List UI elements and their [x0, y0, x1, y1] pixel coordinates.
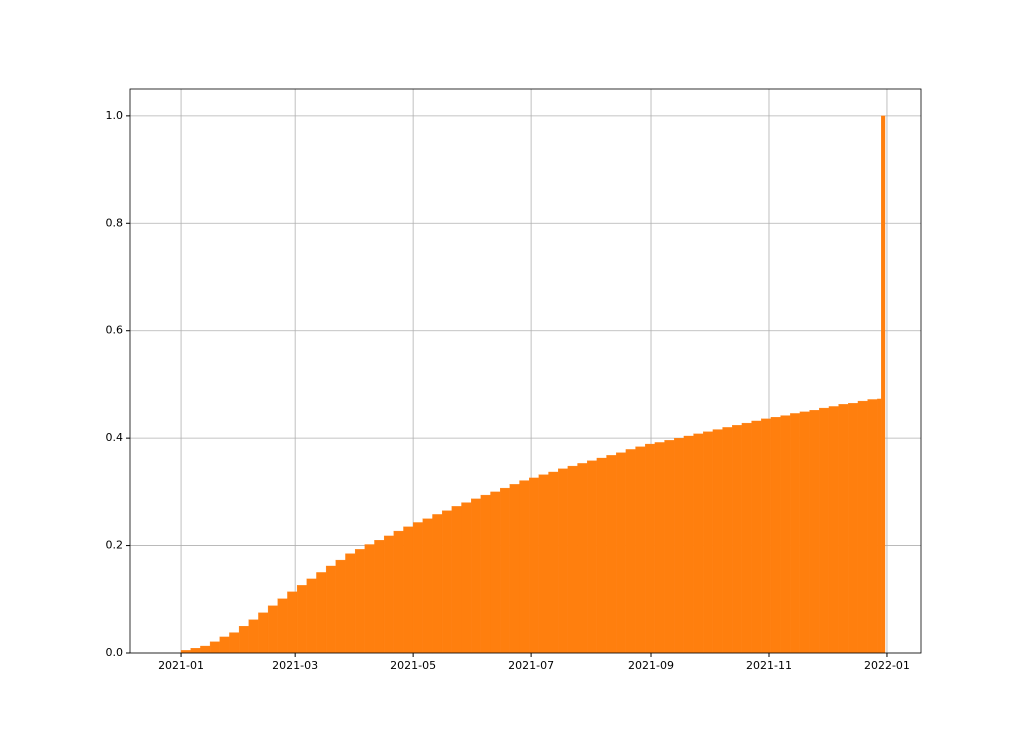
x-tick-label: 2021-09 — [628, 659, 674, 672]
bar — [761, 418, 772, 654]
y-tick-label: 0.4 — [106, 431, 124, 444]
x-tick-label: 2021-05 — [390, 659, 436, 672]
bar — [296, 585, 307, 654]
y-tick-label: 0.6 — [106, 324, 124, 337]
bar — [316, 572, 327, 654]
bar — [471, 498, 481, 654]
bar — [287, 591, 298, 654]
bar — [461, 502, 472, 654]
bar — [654, 442, 665, 654]
y-tick-label: 0.2 — [106, 539, 124, 552]
bar — [635, 446, 646, 654]
bar — [625, 449, 636, 654]
bar — [345, 553, 356, 654]
x-tick-label: 2021-01 — [158, 659, 204, 672]
bar — [770, 417, 781, 654]
bar — [480, 494, 491, 654]
bar — [267, 605, 278, 654]
bar — [180, 650, 191, 654]
bar — [790, 413, 801, 654]
bar — [258, 612, 269, 654]
bar — [809, 410, 820, 654]
x-tick-label: 2021-03 — [272, 659, 318, 672]
bar — [238, 625, 249, 654]
bar — [248, 619, 259, 654]
bar — [877, 398, 882, 654]
bar — [190, 648, 201, 654]
bar — [451, 506, 462, 654]
bar — [848, 403, 859, 654]
bar — [229, 632, 240, 654]
bar — [490, 491, 501, 654]
bar — [587, 460, 598, 654]
bar — [596, 457, 607, 654]
bar — [616, 452, 627, 654]
bar — [799, 411, 810, 654]
bar — [674, 437, 685, 654]
bar — [306, 578, 317, 654]
bar — [209, 641, 220, 654]
bar — [432, 514, 443, 654]
bar — [703, 431, 714, 654]
bar — [538, 474, 549, 654]
bar — [606, 455, 617, 654]
bar — [374, 540, 385, 654]
bar — [881, 115, 886, 654]
bar — [393, 530, 404, 654]
bar — [558, 468, 569, 654]
bar — [548, 471, 559, 654]
bar — [219, 636, 230, 654]
x-tick-label: 2022-01 — [864, 659, 910, 672]
plot-frame — [129, 88, 922, 654]
y-tick-label: 1.0 — [106, 109, 124, 122]
x-tick-label: 2021-11 — [746, 659, 792, 672]
bar — [819, 407, 830, 654]
bar — [422, 518, 433, 654]
x-tick-label: 2021-07 — [508, 659, 554, 672]
y-tick-label: 0.8 — [106, 216, 124, 229]
y-tick-label: 0.0 — [106, 646, 124, 659]
bar — [693, 433, 704, 654]
bar — [741, 422, 752, 654]
bar — [200, 645, 211, 654]
bar — [519, 480, 530, 654]
bar — [325, 565, 336, 654]
bar — [567, 465, 578, 654]
bar — [664, 440, 675, 654]
bar — [529, 477, 539, 654]
bar — [857, 400, 868, 654]
bar — [277, 598, 288, 654]
bar — [722, 427, 733, 654]
bar — [645, 443, 656, 654]
bar — [751, 420, 762, 654]
bar — [577, 463, 588, 654]
bar — [780, 415, 791, 654]
bar — [838, 404, 849, 654]
bar — [732, 425, 743, 654]
bar — [403, 526, 414, 654]
bar — [509, 484, 520, 654]
bar — [354, 549, 365, 654]
bar — [828, 406, 839, 654]
bar — [383, 535, 394, 654]
bar — [712, 429, 723, 654]
bar — [500, 487, 510, 654]
bar — [412, 522, 423, 654]
bar — [683, 435, 694, 654]
bar — [335, 559, 346, 654]
bar — [441, 510, 452, 654]
bar — [364, 544, 375, 654]
bar — [867, 399, 878, 654]
